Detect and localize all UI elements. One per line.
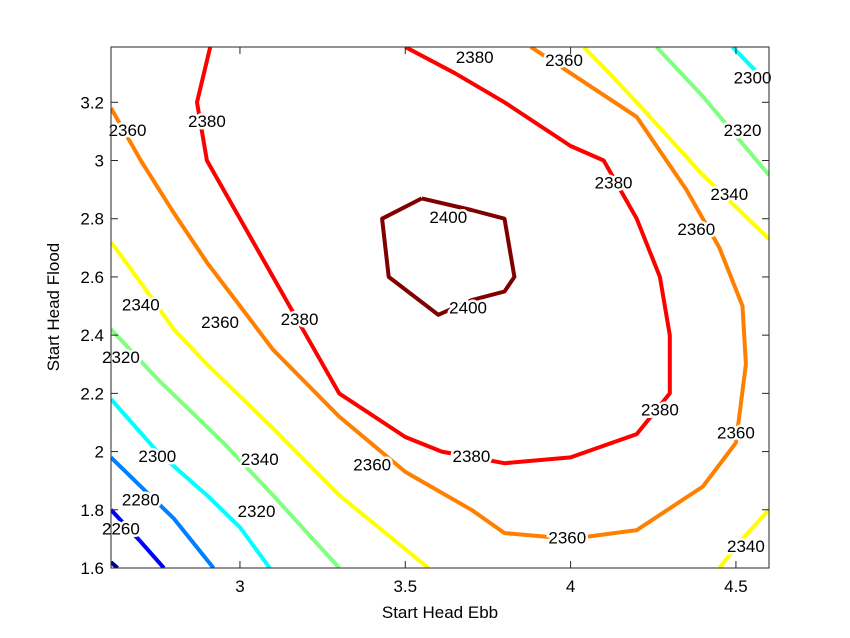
contour-label: 2380 <box>188 112 226 131</box>
contour-label: 2340 <box>710 185 748 204</box>
contour-label: 2360 <box>201 313 239 332</box>
contour-label: 2360 <box>109 121 147 140</box>
contour-label: 2400 <box>429 208 467 227</box>
contour-line-2280 <box>111 455 216 568</box>
y-tick-label: 2.4 <box>80 326 104 345</box>
x-tick-label: 3 <box>235 577 244 596</box>
y-tick-label: 1.6 <box>80 559 104 578</box>
x-axis-label: Start Head Ebb <box>382 603 498 622</box>
y-tick-label: 3.2 <box>80 93 104 112</box>
x-tick-label: 3.5 <box>393 577 417 596</box>
contour-label: 2320 <box>724 121 762 140</box>
y-tick-label: 2.6 <box>80 268 104 287</box>
axes-frame <box>110 46 770 569</box>
axes-background <box>111 47 769 568</box>
contour-label: 2360 <box>545 51 583 70</box>
contour-line-2300 <box>111 397 272 568</box>
y-tick-label: 3 <box>95 152 104 171</box>
contour-label: 2300 <box>734 68 772 87</box>
contour-label: 2380 <box>595 173 633 192</box>
contour-label: 2360 <box>548 528 586 547</box>
contour-line-2260 <box>111 508 166 568</box>
y-tick-label: 1.8 <box>80 501 104 520</box>
contour-label: 2300 <box>138 447 176 466</box>
contour-line-2240 <box>111 560 119 568</box>
contour-line-2340 <box>717 508 769 568</box>
y-axis-label: Start Head Flood <box>44 243 63 372</box>
contour-label: 2380 <box>452 447 490 466</box>
contour-label: 2400 <box>449 298 487 317</box>
y-tick-label: 2.8 <box>80 210 104 229</box>
contour-line-2360 <box>111 47 748 541</box>
contour-label: 2360 <box>677 220 715 239</box>
contour-line-2300 <box>731 47 769 87</box>
x-axis-ticks: 3 3.5 4 4.5 <box>235 47 748 596</box>
y-tick-label: 2 <box>95 443 104 462</box>
contour-line-2340 <box>111 240 430 568</box>
contour-label: 2380 <box>641 400 679 419</box>
contour-line-2400 <box>380 196 517 317</box>
contour-label: 2320 <box>102 348 140 367</box>
x-tick-label: 4 <box>566 577 575 596</box>
contour-line-2320 <box>655 47 769 177</box>
contour-label: 2320 <box>238 502 276 521</box>
contour-lines <box>111 47 769 568</box>
contour-label: 2380 <box>456 48 494 67</box>
x-tick-label: 4.5 <box>724 577 748 596</box>
plot-area: 2260 2280 2300 2300 2320 2320 2320 2340 2340 2340… <box>80 46 774 596</box>
contour-label: 2340 <box>122 295 160 314</box>
contour-label: 2380 <box>281 310 319 329</box>
y-tick-label: 2.2 <box>80 384 104 403</box>
contour-label: 2340 <box>727 537 765 556</box>
contour-label: 2280 <box>122 491 160 510</box>
contour-line-2340 <box>582 47 769 241</box>
contour-label: 2340 <box>241 450 279 469</box>
contour-label: 2360 <box>353 456 391 475</box>
contour-label: 2360 <box>717 424 755 443</box>
y-axis-ticks: 1.6 1.8 2 2.2 2.4 2.6 2.8 3 3.2 <box>80 93 769 578</box>
contour-label: 2260 <box>102 520 140 539</box>
contour-line-2380 <box>195 47 672 466</box>
contour-line-2320 <box>111 327 341 568</box>
